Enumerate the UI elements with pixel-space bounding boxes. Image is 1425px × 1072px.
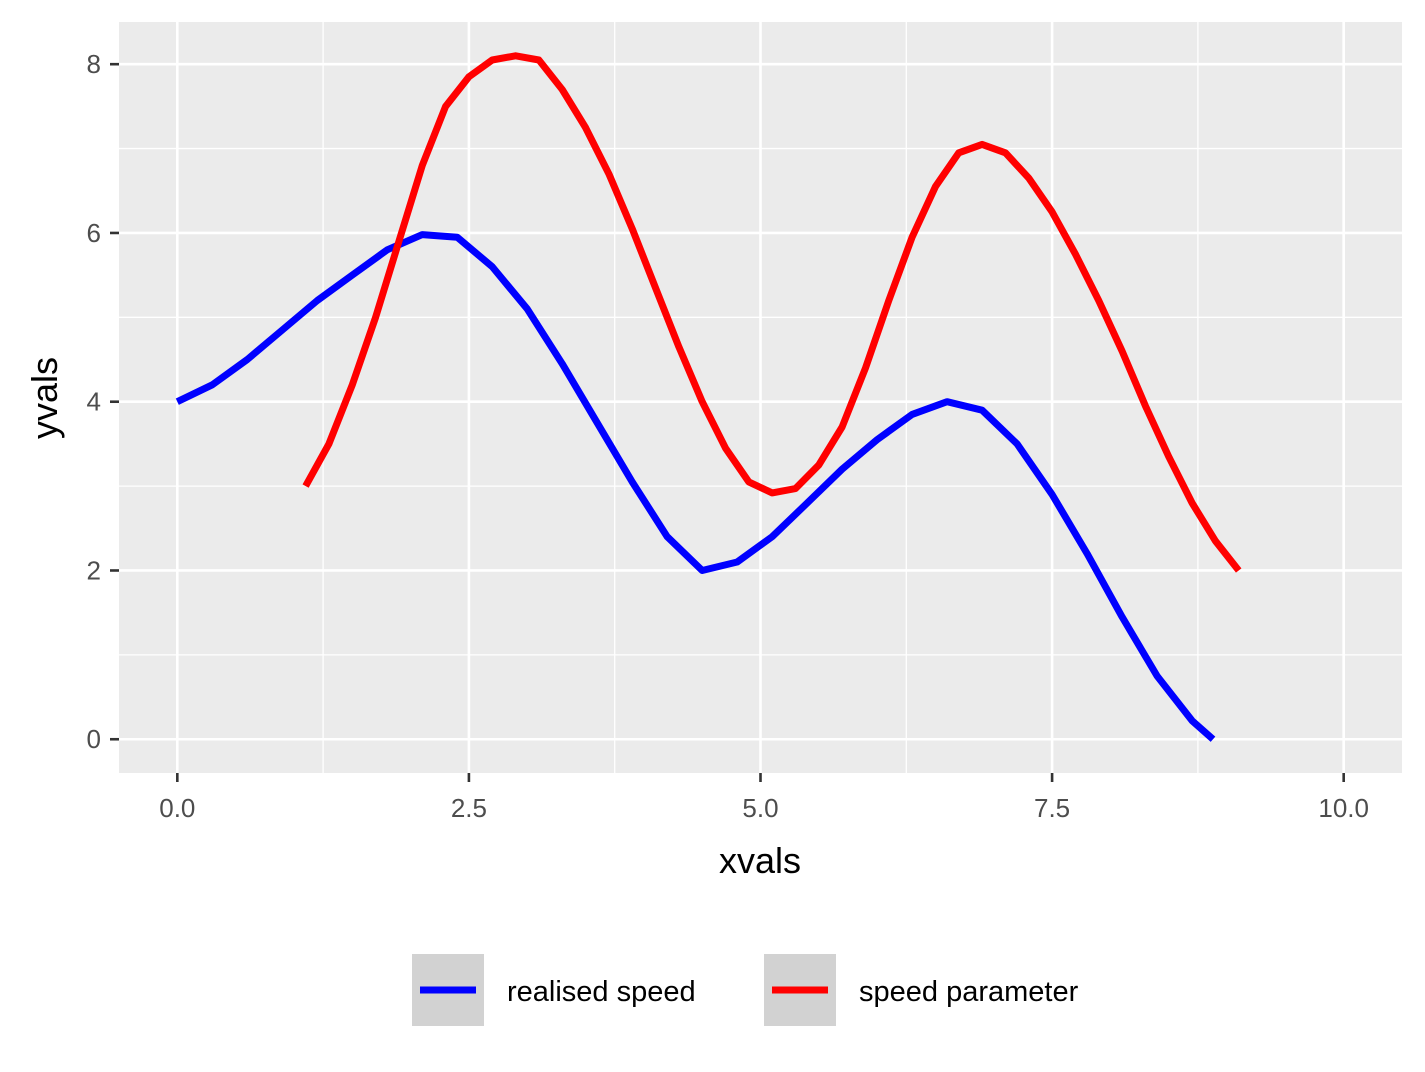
x-tick-label: 7.5 [1034, 793, 1070, 823]
series-lines [175, 52, 1242, 742]
y-tick-label: 6 [87, 218, 101, 248]
x-tick-label: 0.0 [159, 793, 195, 823]
legend-label-speed-parameter: speed parameter [859, 976, 1079, 1008]
x-tick-label: 10.0 [1318, 793, 1369, 823]
y-tick-label: 2 [87, 555, 101, 585]
y-axis-title: yvals [24, 357, 65, 439]
series-line-0 [175, 231, 1216, 742]
major-gridlines [119, 22, 1402, 773]
y-tick-label: 8 [87, 49, 101, 79]
series-line-1 [302, 52, 1242, 573]
y-axis: 0 2 4 6 8 [87, 49, 119, 754]
x-tick-label: 2.5 [451, 793, 487, 823]
x-tick-label: 5.0 [742, 793, 778, 823]
y-tick-label: 4 [87, 387, 101, 417]
x-axis-title: xvals [719, 840, 801, 881]
x-axis: 0.0 2.5 5.0 7.5 10.0 [159, 773, 1369, 823]
y-tick-label: 0 [87, 724, 101, 754]
legend: realised speed speed parameter [412, 954, 1079, 1026]
legend-label-realised-speed: realised speed [507, 976, 696, 1008]
